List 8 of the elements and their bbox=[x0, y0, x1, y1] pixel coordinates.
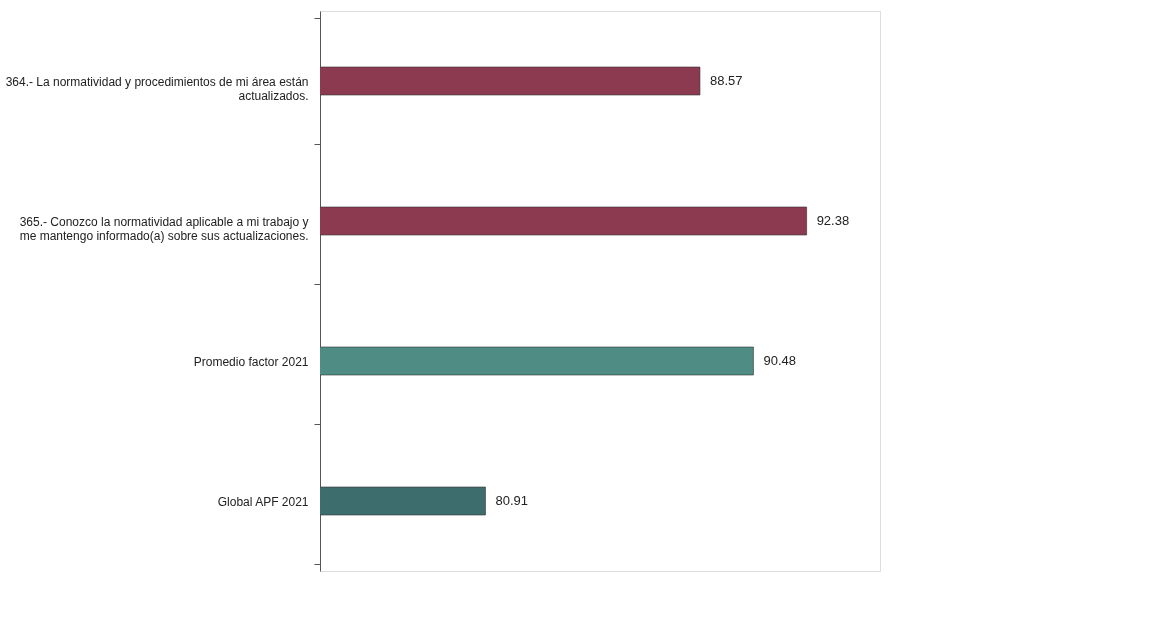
y-tick-label: 365.- Conozco la normatividad aplicable a mi trabajo y me mantengo informado(a) sobre sus actualizaciones. bbox=[19, 214, 309, 243]
y-tick-label: Promedio factor 2021 bbox=[193, 354, 309, 369]
data-label: 92.38 bbox=[816, 213, 850, 228]
y-tick-label: 364.- La normatividad y procedimientos de mi área están actualizados. bbox=[5, 74, 309, 103]
data-label: 88.57 bbox=[709, 73, 743, 88]
y-tick-label: Global APF 2021 bbox=[217, 494, 309, 509]
data-label: 90.48 bbox=[763, 353, 796, 368]
data-label: 80.91 bbox=[495, 493, 529, 508]
